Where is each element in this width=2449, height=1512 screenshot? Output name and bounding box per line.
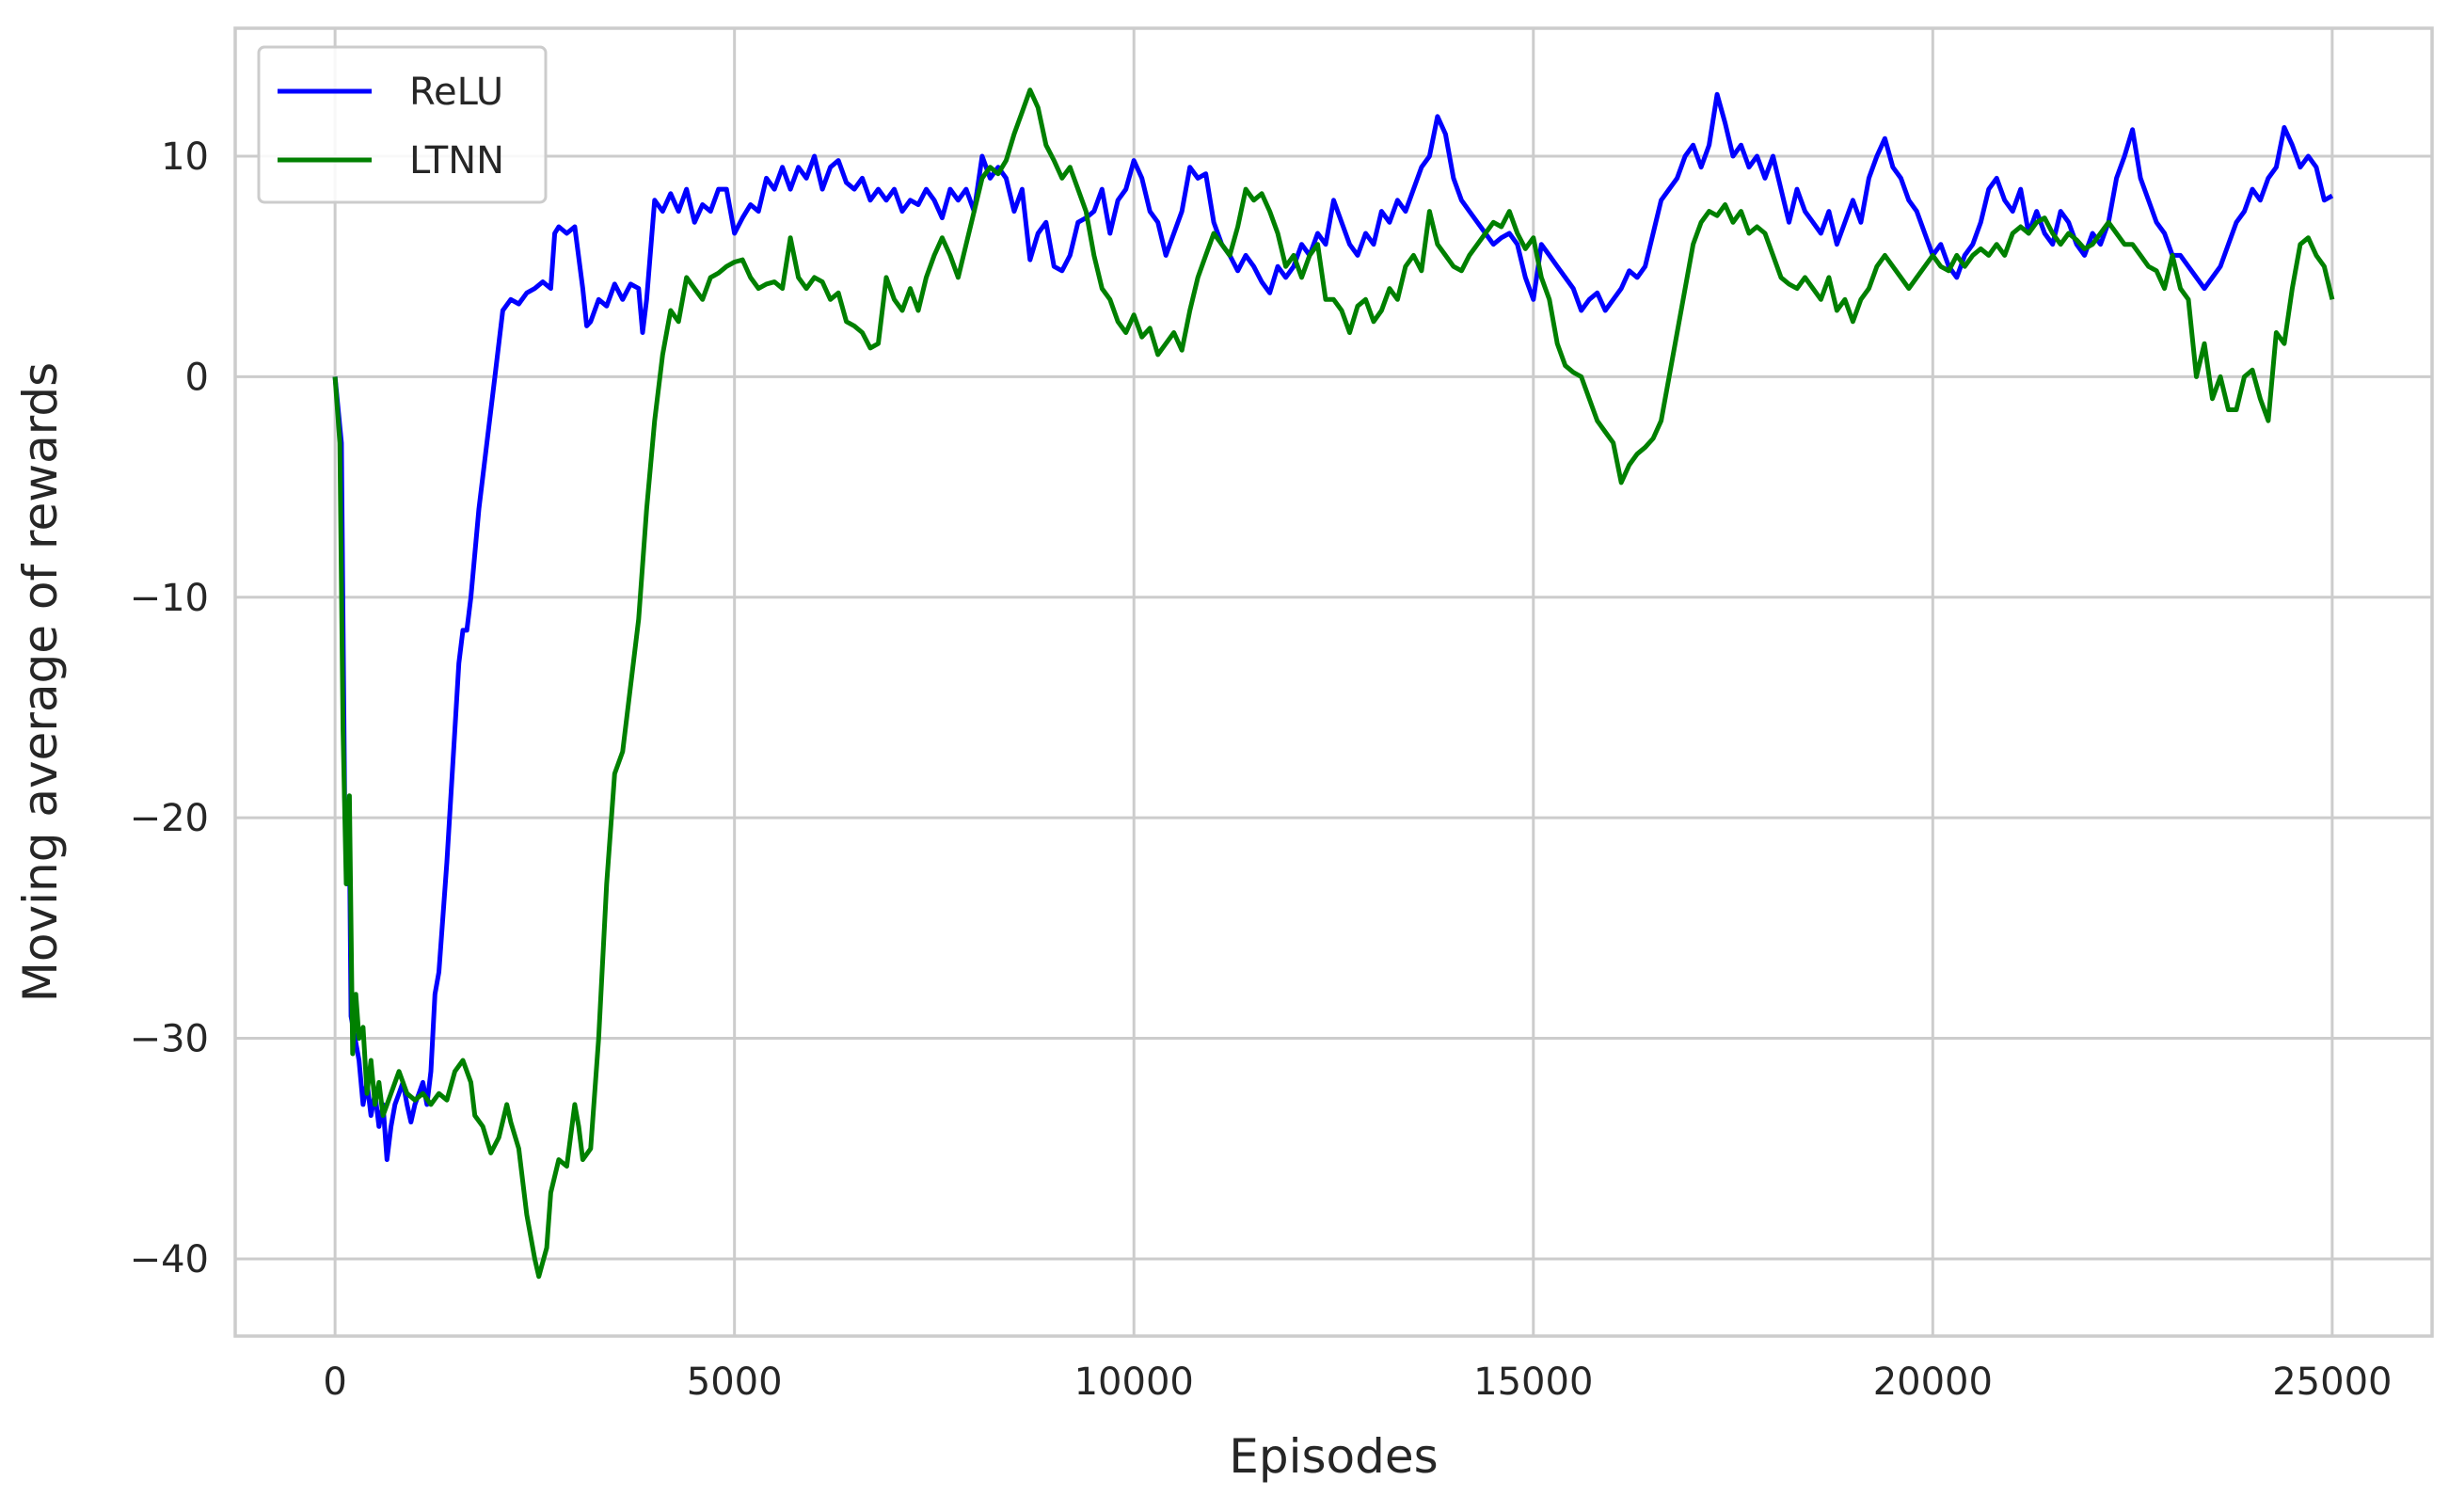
y-tick-label: −30 [130, 1018, 209, 1061]
x-tick-label: 0 [323, 1361, 346, 1404]
legend-label-relu: ReLU [409, 71, 503, 114]
series-line-relu [332, 91, 2334, 1162]
legend-box [257, 45, 548, 204]
y-tick-label: 0 [185, 356, 209, 399]
y-tick-label: −40 [130, 1238, 209, 1281]
plot-frame [233, 26, 2434, 1338]
y-axis-title: Moving average of rewards [13, 362, 68, 1002]
y-tick-label: −20 [130, 797, 209, 840]
x-tick-label: 25000 [2272, 1361, 2392, 1404]
x-tick-label: 20000 [1873, 1361, 1993, 1404]
y-tick-label: 10 [161, 135, 209, 179]
tick-labels: 0 5000 10000 15000 20000 25000 −40 −30 −20 −10 0 10 [130, 135, 2393, 1404]
legend-label-ltnn: LTNN [409, 139, 504, 183]
x-tick-label: 5000 [687, 1361, 783, 1404]
y-tick-label: −10 [130, 577, 209, 620]
legend: ReLU LTNN [257, 45, 548, 204]
grid-lines [235, 28, 2432, 1336]
x-axis-title: Episodes [1229, 1429, 1438, 1484]
series-lines [332, 88, 2335, 1280]
series-line-ltnn [332, 88, 2335, 1280]
x-tick-label: 15000 [1473, 1361, 1593, 1404]
x-tick-label: 10000 [1074, 1361, 1194, 1404]
